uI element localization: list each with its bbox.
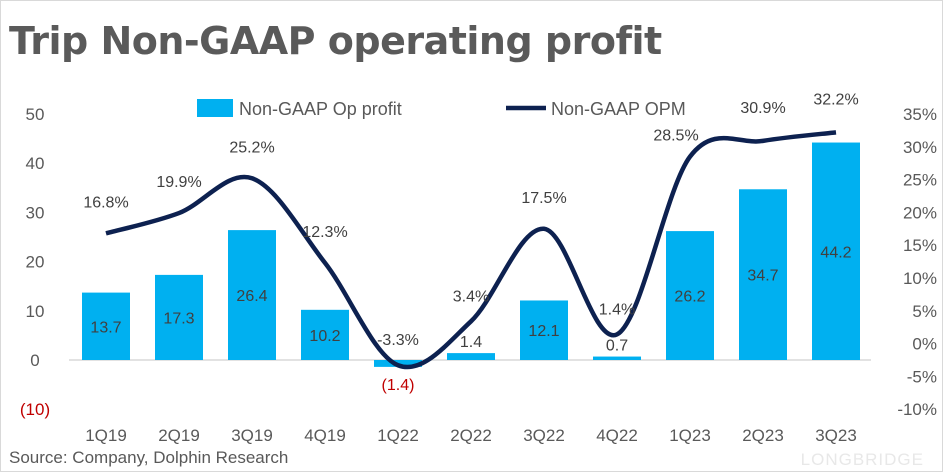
right-axis-tick: 15% <box>903 236 937 255</box>
bar-label: 1.4 <box>460 334 482 351</box>
bar-label: 0.7 <box>606 338 628 355</box>
bar-label: 13.7 <box>90 319 121 336</box>
x-axis-tick: 2Q23 <box>742 426 784 445</box>
right-axis-tick: 25% <box>903 171 937 190</box>
x-axis-tick: 3Q23 <box>815 426 857 445</box>
source-note: Source: Company, Dolphin Research <box>9 448 289 467</box>
bar-2Q23 <box>739 189 787 360</box>
left-axis-tick: 0 <box>30 351 39 370</box>
left-axis-tick: 30 <box>26 203 45 222</box>
left-axis-tick: 50 <box>26 105 45 124</box>
line-label: 16.8% <box>83 194 128 211</box>
x-axis-tick: 3Q19 <box>231 426 273 445</box>
bar-2Q19 <box>155 274 203 360</box>
bar-2Q22 <box>447 353 495 360</box>
bar-label: 44.2 <box>820 244 851 261</box>
line-label: -3.3% <box>377 332 419 349</box>
right-axis-tick: 30% <box>903 138 937 157</box>
line-label: 19.9% <box>156 174 201 191</box>
bar-label: 10.2 <box>309 328 340 345</box>
legend-swatch-bar <box>197 99 233 117</box>
bar-4Q22 <box>593 356 641 360</box>
right-axis-tick: 20% <box>903 203 937 222</box>
left-axis-tick: 40 <box>26 154 45 173</box>
chart-title: Trip Non-GAAP operating profit <box>9 19 662 63</box>
left-axis-tick: 10 <box>26 302 45 321</box>
line-opm <box>105 130 837 370</box>
line-label: 17.5% <box>521 190 566 207</box>
legend-label-bar: Non-GAAP Op profit <box>239 99 402 119</box>
right-axis-tick: -10% <box>897 400 937 419</box>
line-label: 25.2% <box>229 139 274 156</box>
watermark: LONGBRIDGE <box>800 450 924 469</box>
right-axis-tick: 5% <box>912 302 937 321</box>
line-label: 28.5% <box>653 128 698 145</box>
bar-3Q23 <box>812 142 860 360</box>
line-label: 32.2% <box>813 91 858 108</box>
x-axis-tick: 2Q22 <box>450 426 492 445</box>
x-axis-tick: 4Q22 <box>596 426 638 445</box>
right-axis-tick: -5% <box>907 367 937 386</box>
line-label: 30.9% <box>740 100 785 117</box>
bar-label: 26.4 <box>236 288 267 305</box>
legend-label-line: Non-GAAP OPM <box>551 99 686 119</box>
x-axis-tick: 1Q19 <box>85 426 127 445</box>
bar-1Q23 <box>666 231 714 360</box>
bar-label: 26.2 <box>674 289 705 306</box>
right-axis-tick: 0% <box>912 335 937 354</box>
left-axis-tick: (10) <box>20 400 50 419</box>
bar-label: (1.4) <box>382 377 415 394</box>
line-label: 3.4% <box>453 288 489 305</box>
bar-4Q19 <box>301 309 349 360</box>
bar-label: 12.1 <box>528 323 559 340</box>
line-label: 12.3% <box>302 224 347 241</box>
right-axis-tick: 35% <box>903 105 937 124</box>
bar-label: 17.3 <box>163 310 194 327</box>
x-axis-tick: 4Q19 <box>304 426 346 445</box>
bar-1Q19 <box>82 292 130 360</box>
x-axis-tick: 3Q22 <box>523 426 565 445</box>
x-axis-tick: 2Q19 <box>158 426 200 445</box>
bar-label: 34.7 <box>747 268 778 285</box>
right-axis-tick: 10% <box>903 269 937 288</box>
x-axis-tick: 1Q22 <box>377 426 419 445</box>
bar-3Q19 <box>228 230 276 360</box>
bar-3Q22 <box>520 300 568 360</box>
left-axis-tick: 20 <box>26 253 45 272</box>
line-label: 1.4% <box>599 301 635 318</box>
x-axis-tick: 1Q23 <box>669 426 711 445</box>
